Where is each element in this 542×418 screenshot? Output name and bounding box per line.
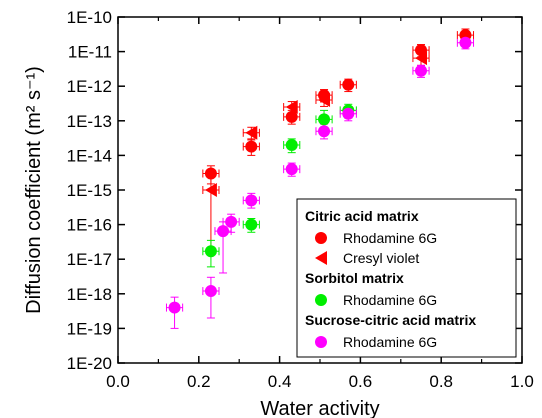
- legend-marker: [315, 232, 327, 244]
- legend-group-title: Sorbitol matrix: [305, 270, 404, 286]
- legend: Citric acid matrix Rhodamine 6G Cresyl vio…: [296, 198, 517, 358]
- legend-marker: [315, 294, 327, 306]
- y-tick-label: 1E-17: [67, 250, 112, 269]
- x-tick-label: 0.2: [187, 372, 211, 391]
- data-point-circle: [245, 140, 258, 153]
- y-tick-label: 1E-20: [67, 354, 112, 373]
- legend-marker: [315, 336, 327, 348]
- data-point-circle: [225, 215, 238, 228]
- data-point-circle: [342, 107, 355, 120]
- data-point-circle: [245, 218, 258, 231]
- legend-entry-label: Cresyl violet: [343, 250, 419, 266]
- y-tick-label: 1E-13: [67, 112, 112, 131]
- data-point-circle: [204, 245, 217, 258]
- legend-group-title: Citric acid matrix: [305, 208, 419, 224]
- axes: 0.0 0.2 0.4 0.6 0.8 1.0 1E-10 1E-11 1E-12 1E-13 1E…: [67, 8, 534, 391]
- data-point-triangle: [285, 100, 298, 115]
- data-point-circle: [318, 113, 331, 126]
- legend-group-title: Sucrose-citric acid matrix: [305, 312, 476, 328]
- data-point-circle: [168, 301, 181, 314]
- data-point-circle: [204, 285, 217, 298]
- y-tick-label: 1E-19: [67, 319, 112, 338]
- y-tick-label: 1E-18: [67, 285, 112, 304]
- data-point-triangle: [318, 92, 331, 107]
- legend-box: [296, 198, 517, 358]
- legend-entry-label: Rhodamine 6G: [343, 334, 437, 350]
- data-point-triangle: [204, 183, 217, 197]
- data-point-circle: [204, 167, 217, 180]
- legend-entry-label: Rhodamine 6G: [343, 292, 437, 308]
- y-tick-label: 1E-15: [67, 181, 112, 200]
- legend-entry-label: Rhodamine 6G: [343, 230, 437, 246]
- data-point-circle: [217, 225, 230, 238]
- x-tick-label: 0.0: [106, 372, 130, 391]
- data-point-circle: [245, 194, 258, 207]
- data-point-circle: [285, 138, 298, 151]
- y-tick-label: 1E-14: [67, 146, 112, 165]
- data-point-circle: [285, 163, 298, 176]
- x-tick-label: 1.0: [510, 372, 534, 391]
- y-tick-label: 1E-12: [67, 77, 112, 96]
- data-point-circle: [285, 110, 298, 123]
- data-points: [168, 29, 472, 314]
- data-point-triangle: [245, 125, 258, 140]
- x-tick-label: 0.6: [349, 372, 373, 391]
- y-axis-title: Diffusion coefficient (m² s⁻¹): [23, 66, 45, 314]
- legend-marker: [315, 251, 327, 265]
- y-tick-label: 1E-11: [68, 43, 112, 62]
- x-tick-label: 0.8: [429, 372, 453, 391]
- data-point-triangle: [415, 51, 427, 66]
- data-point-circle: [415, 64, 427, 77]
- data-point-circle: [342, 78, 355, 91]
- data-point-circle: [459, 36, 472, 49]
- y-tick-label: 1E-10: [67, 8, 112, 27]
- y-tick-label: 1E-16: [67, 216, 112, 235]
- x-axis-title: Water activity: [260, 398, 379, 418]
- data-point-circle: [318, 125, 331, 138]
- x-tick-label: 0.4: [268, 372, 292, 391]
